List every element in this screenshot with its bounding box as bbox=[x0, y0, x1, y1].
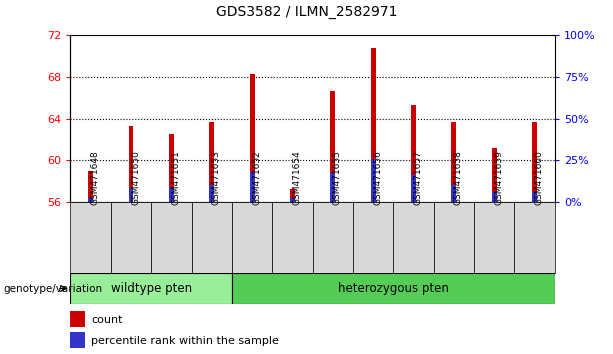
Bar bbox=[290, 199, 295, 202]
Bar bbox=[129, 188, 134, 202]
Bar bbox=[330, 173, 335, 202]
Bar bbox=[169, 188, 174, 202]
Text: GSM471652: GSM471652 bbox=[252, 150, 261, 205]
Bar bbox=[451, 185, 456, 202]
Text: GSM471657: GSM471657 bbox=[414, 150, 422, 205]
Text: GSM471654: GSM471654 bbox=[292, 150, 302, 205]
Bar bbox=[70, 311, 85, 327]
Bar bbox=[232, 202, 272, 273]
Bar bbox=[492, 192, 497, 202]
Bar bbox=[434, 202, 474, 273]
Bar bbox=[209, 122, 214, 202]
Bar bbox=[330, 91, 335, 202]
Text: GSM471650: GSM471650 bbox=[131, 150, 140, 205]
Text: GSM471653: GSM471653 bbox=[211, 150, 221, 205]
Text: GSM471656: GSM471656 bbox=[373, 150, 382, 205]
Bar bbox=[70, 202, 111, 273]
Bar bbox=[371, 159, 376, 202]
Bar bbox=[514, 202, 555, 273]
Text: count: count bbox=[91, 315, 123, 325]
Bar bbox=[353, 202, 394, 273]
Bar bbox=[371, 48, 376, 202]
Text: GSM471655: GSM471655 bbox=[333, 150, 342, 205]
Text: percentile rank within the sample: percentile rank within the sample bbox=[91, 336, 279, 346]
Bar bbox=[169, 134, 174, 202]
Text: GSM471660: GSM471660 bbox=[535, 150, 544, 205]
Bar bbox=[411, 175, 416, 202]
Text: GSM471651: GSM471651 bbox=[172, 150, 180, 205]
Bar bbox=[88, 199, 93, 202]
Bar bbox=[313, 202, 353, 273]
Bar bbox=[249, 74, 254, 202]
Text: heterozygous pten: heterozygous pten bbox=[338, 282, 449, 295]
Bar bbox=[411, 105, 416, 202]
Bar bbox=[290, 189, 295, 202]
Text: GSM471659: GSM471659 bbox=[494, 150, 503, 205]
Bar bbox=[111, 202, 151, 273]
Bar bbox=[492, 148, 497, 202]
Bar bbox=[451, 122, 456, 202]
Bar bbox=[129, 126, 134, 202]
Bar bbox=[474, 202, 514, 273]
Bar bbox=[532, 122, 537, 202]
Bar bbox=[394, 202, 434, 273]
Bar bbox=[70, 273, 232, 304]
Bar bbox=[151, 202, 191, 273]
Bar bbox=[272, 202, 313, 273]
Text: GSM471658: GSM471658 bbox=[454, 150, 463, 205]
Text: GSM471648: GSM471648 bbox=[91, 150, 100, 205]
Text: wildtype pten: wildtype pten bbox=[110, 282, 192, 295]
Bar bbox=[532, 192, 537, 202]
Bar bbox=[191, 202, 232, 273]
Bar bbox=[249, 172, 254, 202]
Bar bbox=[209, 185, 214, 202]
Bar bbox=[70, 332, 85, 348]
Bar bbox=[88, 171, 93, 202]
Text: GDS3582 / ILMN_2582971: GDS3582 / ILMN_2582971 bbox=[216, 5, 397, 19]
Bar bbox=[232, 273, 555, 304]
Text: genotype/variation: genotype/variation bbox=[3, 284, 102, 293]
